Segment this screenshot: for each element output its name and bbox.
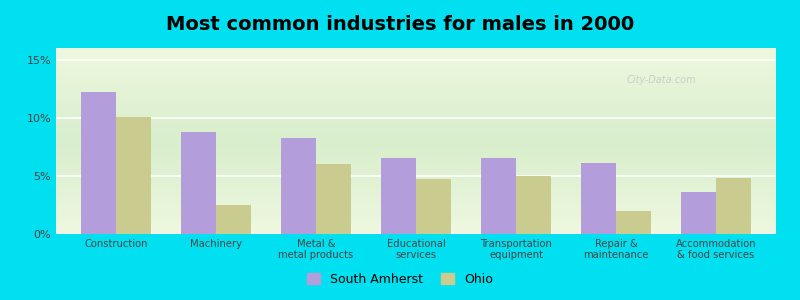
- Text: City-Data.com: City-Data.com: [626, 75, 696, 85]
- Text: Most common industries for males in 2000: Most common industries for males in 2000: [166, 15, 634, 34]
- Bar: [581, 163, 616, 234]
- Bar: [316, 164, 351, 234]
- Bar: [616, 211, 651, 234]
- Legend: South Amherst, Ohio: South Amherst, Ohio: [302, 268, 498, 291]
- Bar: [416, 179, 451, 234]
- Bar: [516, 176, 551, 234]
- Bar: [281, 137, 316, 234]
- Bar: [481, 158, 516, 234]
- Bar: [116, 117, 151, 234]
- Bar: [181, 132, 216, 234]
- Bar: [681, 192, 716, 234]
- Bar: [81, 92, 116, 234]
- Bar: [216, 205, 251, 234]
- Bar: [716, 178, 751, 234]
- Bar: [381, 158, 416, 234]
